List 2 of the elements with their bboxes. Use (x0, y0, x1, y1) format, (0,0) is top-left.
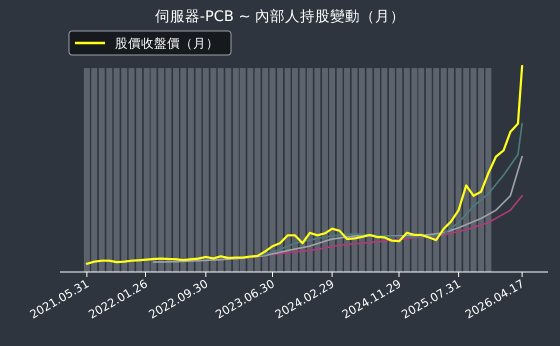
chart-title: 伺服器-PCB ~ 內部人持股變動（月） (154, 8, 406, 25)
legend-label: 股價收盤價（月） (115, 36, 219, 50)
